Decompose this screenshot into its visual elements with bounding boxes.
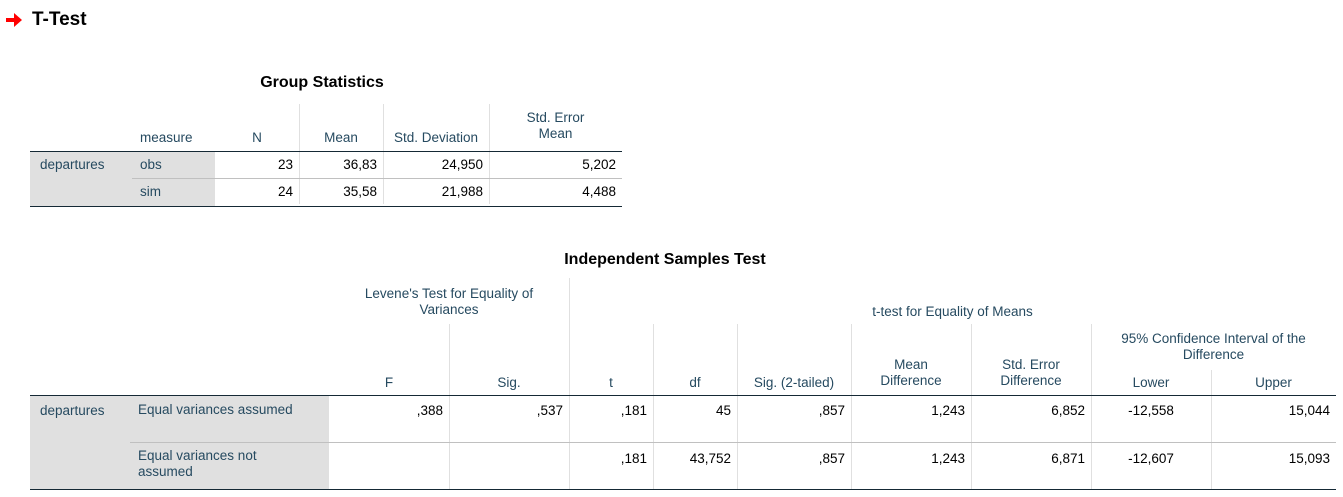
col-header-n: N: [252, 130, 262, 145]
table-bottom-rule: [30, 489, 1336, 490]
cell-n: 24: [277, 184, 293, 199]
cell-mean: 36,83: [343, 157, 377, 172]
row-separator: [132, 178, 622, 179]
divider: [449, 324, 450, 490]
row-measure-obs: obs: [132, 152, 215, 178]
col-header-std-error-mean: Std. Error Mean: [526, 110, 585, 141]
header-rule: [30, 151, 622, 152]
ttest-header: t-test for Equality of Means: [872, 304, 1033, 319]
ci-header: 95% Confidence Interval of the Differenc…: [1121, 331, 1306, 362]
row-group-label: departures: [30, 396, 130, 490]
col-header-lower: Lower: [1132, 375, 1170, 390]
divider: [489, 104, 490, 204]
cell-mean-difference: 1,243: [931, 451, 965, 466]
cell-std-error-difference: 6,852: [1051, 403, 1085, 418]
divider: [851, 324, 852, 490]
independent-test-caption: Independent Samples Test: [564, 251, 766, 268]
cell-t: ,181: [620, 451, 647, 466]
cell-f: ,388: [416, 403, 443, 418]
cell-mean-difference: 1,243: [931, 403, 965, 418]
col-header-mean-difference: Mean Difference: [880, 357, 942, 388]
col-header-std-error-difference: Std. Error Difference: [1000, 357, 1062, 388]
divider: [383, 104, 384, 204]
group-statistics-table[interactable]: measure N Mean Std. Deviation Std. Error…: [30, 100, 622, 208]
red-arrow-icon: [6, 13, 22, 27]
header-rule: [30, 395, 1336, 396]
divider: [653, 324, 654, 490]
divider: [1091, 324, 1092, 490]
row-separator: [130, 442, 1336, 443]
cell-std-error-difference: 6,871: [1051, 451, 1085, 466]
cell-std-deviation: 24,950: [441, 157, 483, 172]
cell-std-deviation: 21,988: [441, 184, 483, 199]
col-header-f: F: [384, 375, 394, 390]
cell-t: ,181: [620, 403, 647, 418]
col-header-t: t: [609, 375, 613, 390]
col-header-measure: measure: [140, 130, 193, 145]
col-header-df: df: [689, 375, 701, 390]
cell-df: 43,752: [689, 451, 731, 466]
divider: [971, 324, 972, 490]
group-statistics-caption: Group Statistics: [260, 74, 384, 91]
divider: [569, 278, 570, 490]
independent-samples-table[interactable]: Levene's Test for Equality of Variances …: [30, 278, 1336, 492]
cell-sig-2-tailed: ,857: [818, 403, 845, 418]
col-header-sig-2-tailed: Sig. (2-tailed): [753, 375, 835, 390]
cell-df: 45: [715, 403, 731, 418]
col-header-std-deviation: Std. Deviation: [393, 130, 479, 145]
table-bottom-rule: [30, 206, 622, 207]
col-header-sig: Sig.: [497, 375, 521, 390]
divider: [299, 104, 300, 204]
cell-n: 23: [277, 157, 293, 172]
divider: [1211, 370, 1212, 490]
cell-lower: -12,558: [1128, 403, 1174, 418]
cell-std-error-mean: 5,202: [582, 157, 616, 172]
col-header-mean: Mean: [324, 130, 358, 145]
cell-upper: 15,044: [1288, 403, 1330, 418]
row-label-equal-variances-not-assumed: Equal variances not assumed: [130, 442, 329, 490]
cell-mean: 35,58: [343, 184, 377, 199]
row-group-label: departures: [30, 152, 132, 206]
cell-upper: 15,093: [1288, 451, 1330, 466]
divider: [737, 324, 738, 490]
cell-lower: -12,607: [1128, 451, 1174, 466]
output-title-row: T-Test: [4, 8, 87, 32]
row-label-equal-variances-assumed: Equal variances assumed: [130, 396, 329, 442]
cell-sig-2-tailed: ,857: [818, 451, 845, 466]
cell-sig: ,537: [536, 403, 563, 418]
row-measure-sim: sim: [132, 178, 215, 206]
page-title: T-Test: [32, 9, 87, 30]
cell-std-error-mean: 4,488: [582, 184, 616, 199]
levene-header: Levene's Test for Equality of Variances: [364, 286, 534, 317]
col-header-upper: Upper: [1255, 375, 1292, 390]
